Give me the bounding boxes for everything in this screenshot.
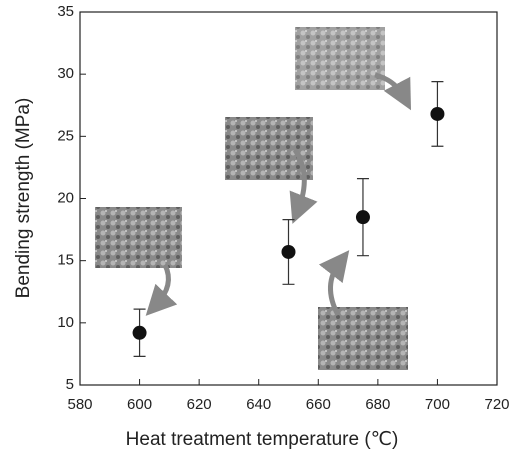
x-tick-label: 700 (425, 396, 450, 413)
arrow (145, 263, 178, 316)
y-tick-label: 35 (57, 3, 74, 20)
x-tick-label: 580 (67, 396, 92, 413)
y-tick-label: 30 (57, 65, 74, 82)
y-tick-label: 5 (66, 376, 74, 393)
micrograph (95, 207, 182, 268)
y-tick-label: 20 (57, 189, 74, 206)
point (132, 325, 147, 340)
x-tick-label: 660 (306, 396, 331, 413)
point (430, 106, 445, 121)
x-axis-title: Heat treatment temperature (℃) (126, 429, 399, 450)
x-tick-label: 680 (365, 396, 390, 413)
arrow (374, 72, 412, 111)
insets (95, 27, 412, 370)
y-tick-label: 25 (57, 127, 74, 144)
micrograph (225, 117, 313, 180)
y-axis-title: Bending strength (MPa) (13, 98, 34, 299)
point (355, 210, 370, 225)
point (281, 244, 296, 259)
arrow (318, 250, 350, 317)
x-tick-label: 720 (484, 396, 509, 413)
x-tick-label: 600 (127, 396, 152, 413)
micrograph (318, 307, 408, 370)
x-tick-label: 640 (246, 396, 271, 413)
x-tick-label: 620 (187, 396, 212, 413)
y-tick-label: 10 (57, 314, 74, 331)
arrow (289, 148, 318, 224)
y-tick-label: 15 (57, 252, 74, 269)
micrograph (295, 27, 385, 90)
